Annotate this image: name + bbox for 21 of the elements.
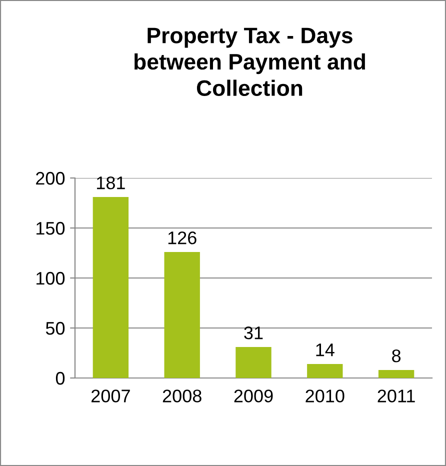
y-tick-label: 100 [36, 272, 65, 285]
y-tick-label: 0 [56, 372, 65, 385]
x-tick-label: 2009 [234, 390, 273, 402]
x-tick-label: 2011 [378, 390, 415, 402]
bar [92, 197, 129, 378]
data-label: 8 [392, 349, 401, 362]
data-label: 126 [168, 231, 196, 244]
bar [307, 364, 343, 378]
bar [236, 347, 272, 378]
bar [378, 370, 414, 378]
data-label: 31 [244, 326, 263, 340]
bar [164, 252, 200, 378]
y-tick-label: 50 [46, 322, 65, 335]
data-label: 14 [316, 344, 334, 356]
x-tick-label: 2007 [92, 390, 130, 402]
data-label: 181 [97, 176, 125, 190]
chart-title: Property Tax - Days between Payment and Collection [134, 28, 366, 96]
x-tick-label: 2010 [306, 390, 344, 402]
y-tick-label: 200 [36, 172, 65, 185]
x-tick-label: 2008 [162, 390, 202, 402]
y-tick-label: 150 [36, 222, 65, 235]
